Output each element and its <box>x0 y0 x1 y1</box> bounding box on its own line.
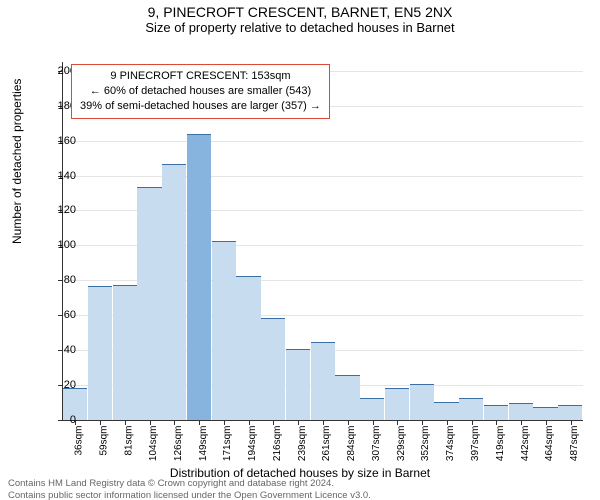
histogram-bar <box>88 286 112 420</box>
xtick-mark <box>546 420 547 425</box>
chart-container: 9 PINECROFT CRESCENT: 153sqm ← 60% of de… <box>62 62 582 420</box>
histogram-bar <box>558 405 582 420</box>
xtick-mark <box>323 420 324 425</box>
xtick-mark <box>174 420 175 425</box>
annotation-line-2: ← 60% of detached houses are smaller (54… <box>80 84 321 99</box>
histogram-bar <box>286 349 310 420</box>
xtick-label: 397sqm <box>470 426 481 462</box>
xtick-label: 419sqm <box>495 426 506 462</box>
xtick-mark <box>447 420 448 425</box>
xtick-label: 59sqm <box>99 426 110 456</box>
histogram-bar <box>113 285 137 420</box>
annotation-line-3: 39% of semi-detached houses are larger (… <box>80 99 321 114</box>
histogram-bar <box>137 187 161 420</box>
xtick-mark <box>571 420 572 425</box>
ytick-label: 100 <box>42 239 76 251</box>
xtick-label: 216sqm <box>272 426 283 462</box>
xtick-label: 352sqm <box>421 426 432 462</box>
xtick-label: 104sqm <box>148 426 159 462</box>
xtick-label: 81sqm <box>123 426 134 456</box>
xtick-label: 261sqm <box>322 426 333 462</box>
histogram-bar <box>335 375 359 420</box>
page-subtitle: Size of property relative to detached ho… <box>0 20 600 35</box>
histogram-bar <box>385 388 409 420</box>
ytick-label: 140 <box>42 170 76 182</box>
xtick-label: 284sqm <box>346 426 357 462</box>
xtick-label: 171sqm <box>222 426 233 462</box>
ytick-label: 120 <box>42 204 76 216</box>
xtick-label: 149sqm <box>198 426 209 462</box>
histogram-bar <box>533 407 557 420</box>
ytick-label: 40 <box>42 344 76 356</box>
histogram-bar <box>434 402 458 420</box>
xtick-mark <box>224 420 225 425</box>
xtick-mark <box>150 420 151 425</box>
histogram-bar <box>360 398 384 420</box>
annotation-box: 9 PINECROFT CRESCENT: 153sqm ← 60% of de… <box>71 64 330 119</box>
xtick-label: 464sqm <box>544 426 555 462</box>
xtick-mark <box>298 420 299 425</box>
xtick-mark <box>125 420 126 425</box>
xtick-mark <box>100 420 101 425</box>
histogram-bar <box>212 241 236 420</box>
ytick-label: 0 <box>42 414 76 426</box>
histogram-bar <box>261 318 285 420</box>
histogram-bar <box>162 164 186 420</box>
xtick-label: 194sqm <box>247 426 258 462</box>
xtick-label: 374sqm <box>445 426 456 462</box>
xtick-label: 239sqm <box>297 426 308 462</box>
page-title: 9, PINECROFT CRESCENT, BARNET, EN5 2NX <box>0 4 600 20</box>
ytick-label: 160 <box>42 135 76 147</box>
histogram-bar <box>459 398 483 420</box>
xtick-label: 329sqm <box>396 426 407 462</box>
histogram-bar <box>187 134 211 420</box>
xtick-label: 442sqm <box>520 426 531 462</box>
ytick-label: 60 <box>42 309 76 321</box>
xtick-mark <box>348 420 349 425</box>
xtick-mark <box>273 420 274 425</box>
xtick-mark <box>521 420 522 425</box>
gridline <box>63 176 583 177</box>
xtick-label: 487sqm <box>569 426 580 462</box>
histogram-bar <box>410 384 434 420</box>
ytick-label: 20 <box>42 379 76 391</box>
attribution-text: Contains HM Land Registry data © Crown c… <box>8 478 371 500</box>
xtick-label: 307sqm <box>371 426 382 462</box>
xtick-label: 126sqm <box>173 426 184 462</box>
y-axis-label: Number of detached properties <box>10 79 24 244</box>
annotation-line-1: 9 PINECROFT CRESCENT: 153sqm <box>80 69 321 84</box>
ytick-label: 80 <box>42 274 76 286</box>
xtick-mark <box>397 420 398 425</box>
histogram-bar <box>311 342 335 420</box>
histogram-bar <box>236 276 260 420</box>
gridline <box>63 141 583 142</box>
histogram-bar <box>509 403 533 420</box>
xtick-mark <box>422 420 423 425</box>
xtick-mark <box>249 420 250 425</box>
xtick-mark <box>496 420 497 425</box>
histogram-bar <box>484 405 508 420</box>
xtick-label: 36sqm <box>74 426 85 456</box>
xtick-mark <box>373 420 374 425</box>
xtick-mark <box>199 420 200 425</box>
plot-area: 9 PINECROFT CRESCENT: 153sqm ← 60% of de… <box>62 62 583 421</box>
xtick-mark <box>472 420 473 425</box>
